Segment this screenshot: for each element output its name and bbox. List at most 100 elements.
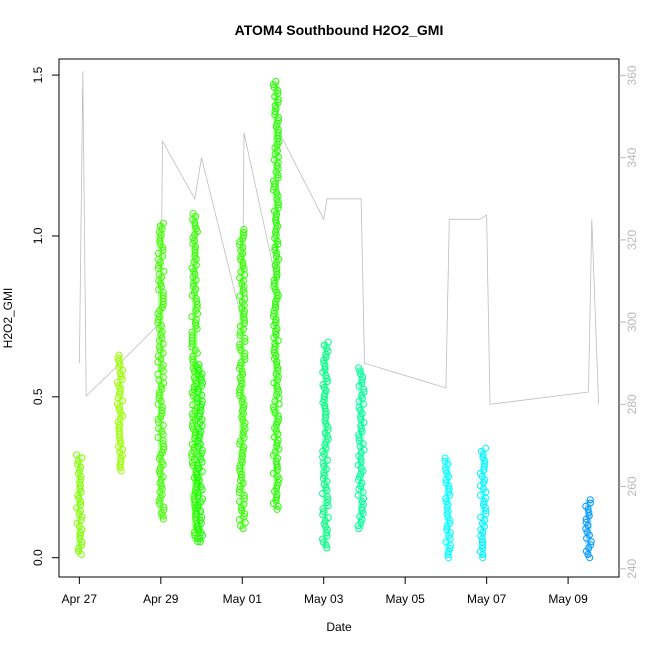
data-point	[236, 292, 244, 300]
data-point	[116, 388, 124, 396]
trace-layer	[79, 71, 599, 405]
data-point	[119, 397, 127, 405]
data-point	[272, 328, 280, 336]
data-point	[72, 451, 80, 459]
data-point	[236, 343, 244, 351]
data-point	[241, 334, 249, 342]
data-point	[446, 544, 454, 552]
data-point	[323, 374, 331, 382]
data-point	[239, 286, 247, 294]
data-point	[114, 354, 122, 362]
data-point	[586, 499, 594, 507]
data-point	[271, 108, 279, 116]
data-point	[270, 310, 278, 318]
series-0-cluster-0	[72, 451, 86, 558]
data-point	[198, 446, 206, 454]
data-point	[157, 279, 165, 287]
data-point	[158, 427, 166, 435]
data-point	[157, 382, 165, 390]
y2-tick-label-1: 260	[625, 476, 639, 496]
data-point	[274, 117, 282, 125]
data-point	[358, 479, 366, 487]
data-point	[582, 515, 590, 523]
data-point	[116, 369, 124, 377]
data-point	[275, 400, 283, 408]
data-point	[115, 403, 123, 411]
data-point	[354, 491, 362, 499]
data-point	[77, 463, 85, 471]
data-point	[191, 319, 199, 327]
data-point	[445, 488, 453, 496]
data-point	[194, 522, 202, 530]
data-point	[355, 364, 363, 372]
data-point	[354, 522, 362, 530]
data-point	[355, 525, 363, 533]
data-point	[194, 489, 202, 497]
data-point	[355, 403, 363, 411]
data-point	[318, 535, 326, 543]
series-6-cluster-0	[269, 78, 283, 513]
series-1-cluster-0	[113, 351, 127, 475]
data-point	[442, 476, 450, 484]
data-point	[158, 458, 166, 466]
data-point	[189, 355, 197, 363]
data-point	[160, 503, 168, 511]
data-point	[319, 511, 327, 519]
data-point	[236, 437, 244, 445]
data-point	[197, 455, 205, 463]
data-point	[117, 467, 125, 475]
series-8-cluster-0	[354, 364, 368, 533]
x-tick-label-3: May 03	[304, 592, 344, 606]
data-point	[155, 467, 163, 475]
data-point	[115, 433, 123, 441]
trace-line	[79, 71, 599, 405]
data-point	[323, 529, 331, 537]
x-tick-label-5: May 07	[467, 592, 507, 606]
data-point	[274, 418, 282, 426]
data-point	[270, 346, 278, 354]
data-point	[273, 481, 281, 489]
y2-tick-label-6: 360	[625, 65, 639, 85]
data-point	[355, 473, 363, 481]
data-point	[273, 249, 281, 257]
x-axis-label: Date	[326, 620, 352, 634]
data-point	[116, 436, 124, 444]
data-point	[194, 461, 202, 469]
data-point	[357, 425, 365, 433]
data-point	[236, 331, 244, 339]
data-point	[155, 497, 163, 505]
data-point	[193, 394, 201, 402]
data-point	[270, 183, 278, 191]
data-point	[272, 316, 280, 324]
x-tick-label-6: May 09	[548, 592, 588, 606]
data-point	[322, 350, 330, 358]
y-axis: 0.0 0.5 1.0 1.5	[31, 66, 59, 566]
data-point	[444, 551, 452, 559]
data-point	[236, 389, 244, 397]
data-point	[188, 449, 196, 457]
chart-title: ATOM4 Southbound H2O2_GMI	[235, 22, 444, 38]
data-point	[320, 471, 328, 479]
data-point	[583, 534, 591, 542]
data-point	[479, 551, 487, 559]
data-point	[76, 485, 84, 493]
data-point	[582, 547, 590, 555]
data-point	[476, 491, 484, 499]
data-point	[198, 467, 206, 475]
series-3-cluster-0	[188, 209, 202, 546]
data-point	[273, 463, 281, 471]
data-point	[322, 541, 330, 549]
x-axis: Apr 27 Apr 29 May 01 May 03 May 05 May 07 May …	[62, 576, 588, 606]
data-point	[240, 443, 248, 451]
data-point	[116, 360, 124, 368]
data-point	[586, 554, 594, 562]
data-point	[196, 538, 204, 546]
y2-tick-label-3: 300	[625, 312, 639, 332]
data-point	[274, 201, 282, 209]
y2-tick-label-0: 240	[625, 558, 639, 578]
data-point	[273, 493, 281, 501]
data-point	[355, 434, 363, 442]
data-point	[156, 237, 164, 245]
x-tick-label-4: May 05	[386, 592, 426, 606]
data-point	[117, 372, 125, 380]
